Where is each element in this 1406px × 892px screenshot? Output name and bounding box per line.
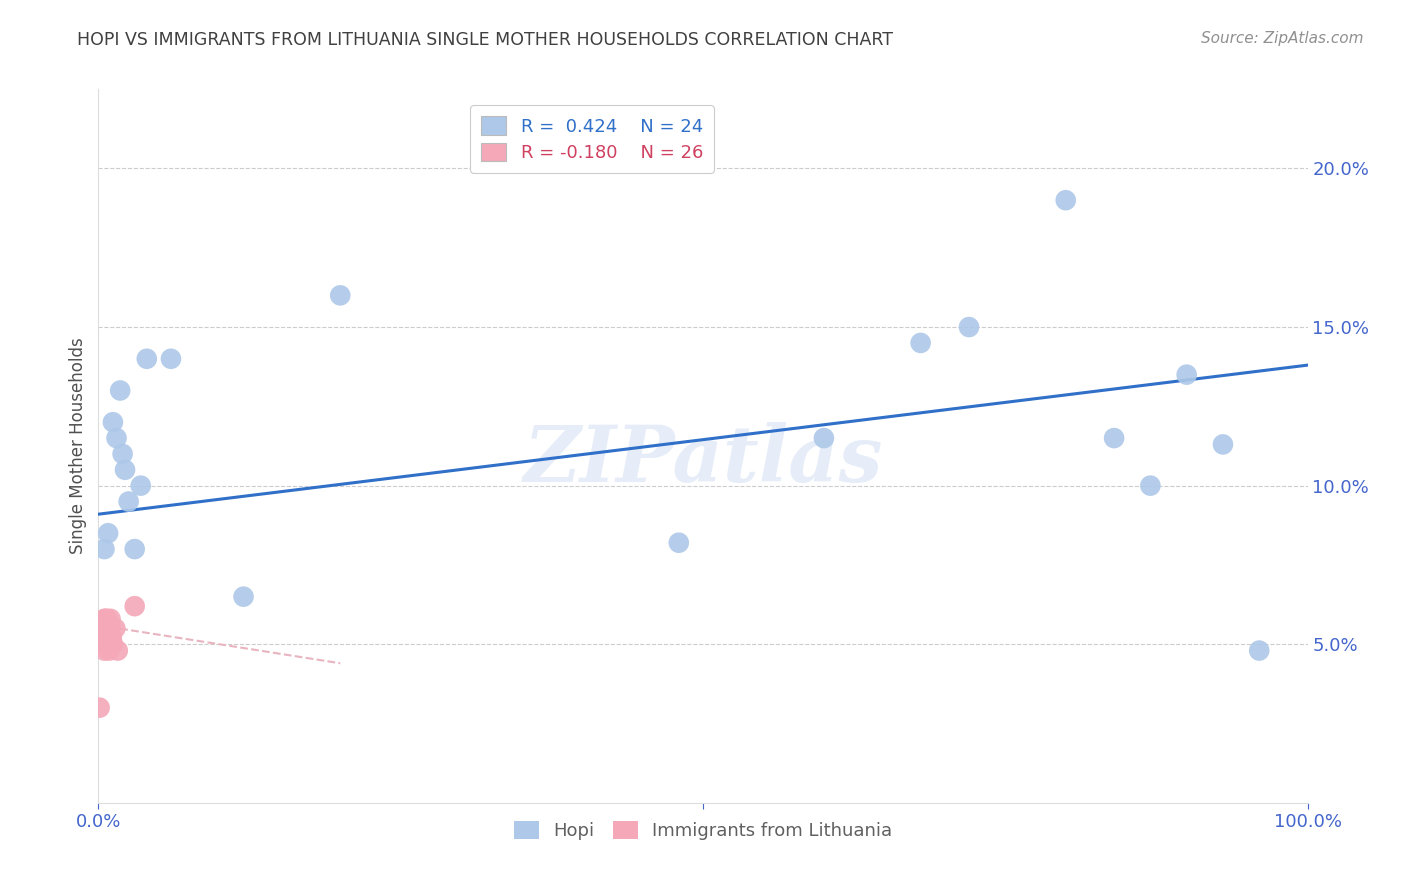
- Point: [97, 637, 120, 651]
- Point: [90, 631, 112, 645]
- Point: [1054, 193, 1077, 207]
- Point: [104, 621, 127, 635]
- Point: [89, 700, 111, 714]
- Point: [118, 494, 141, 508]
- Point: [93, 542, 115, 557]
- Point: [101, 637, 124, 651]
- Point: [910, 335, 932, 350]
- Point: [96, 621, 118, 635]
- Point: [232, 590, 254, 604]
- Point: [329, 288, 352, 302]
- Point: [91, 621, 114, 635]
- Point: [101, 415, 124, 429]
- Point: [93, 612, 115, 626]
- Point: [114, 463, 136, 477]
- Point: [98, 643, 121, 657]
- Point: [1139, 478, 1161, 492]
- Point: [91, 637, 114, 651]
- Point: [100, 621, 122, 635]
- Point: [91, 621, 114, 635]
- Point: [1249, 643, 1271, 657]
- Point: [1175, 368, 1198, 382]
- Point: [94, 612, 117, 626]
- Point: [100, 631, 122, 645]
- Point: [668, 535, 690, 549]
- Point: [97, 526, 120, 541]
- Y-axis label: Single Mother Households: Single Mother Households: [69, 338, 87, 554]
- Point: [957, 320, 980, 334]
- Point: [91, 637, 114, 651]
- Legend: Hopi, Immigrants from Lithuania: Hopi, Immigrants from Lithuania: [506, 814, 900, 847]
- Point: [107, 643, 129, 657]
- Point: [160, 351, 183, 366]
- Point: [93, 628, 115, 642]
- Point: [124, 542, 146, 557]
- Point: [96, 637, 118, 651]
- Point: [813, 431, 835, 445]
- Point: [93, 643, 115, 657]
- Point: [100, 612, 122, 626]
- Point: [94, 631, 117, 645]
- Point: [94, 621, 117, 635]
- Point: [96, 612, 118, 626]
- Text: Source: ZipAtlas.com: Source: ZipAtlas.com: [1201, 31, 1364, 46]
- Point: [1102, 431, 1125, 445]
- Point: [129, 478, 152, 492]
- Point: [111, 447, 134, 461]
- Text: HOPI VS IMMIGRANTS FROM LITHUANIA SINGLE MOTHER HOUSEHOLDS CORRELATION CHART: HOPI VS IMMIGRANTS FROM LITHUANIA SINGLE…: [77, 31, 893, 49]
- Point: [124, 599, 146, 614]
- Point: [1212, 437, 1234, 451]
- Point: [105, 431, 128, 445]
- Point: [108, 384, 131, 398]
- Point: [97, 621, 120, 635]
- Point: [135, 351, 157, 366]
- Point: [98, 631, 121, 645]
- Text: ZIPatlas: ZIPatlas: [523, 422, 883, 499]
